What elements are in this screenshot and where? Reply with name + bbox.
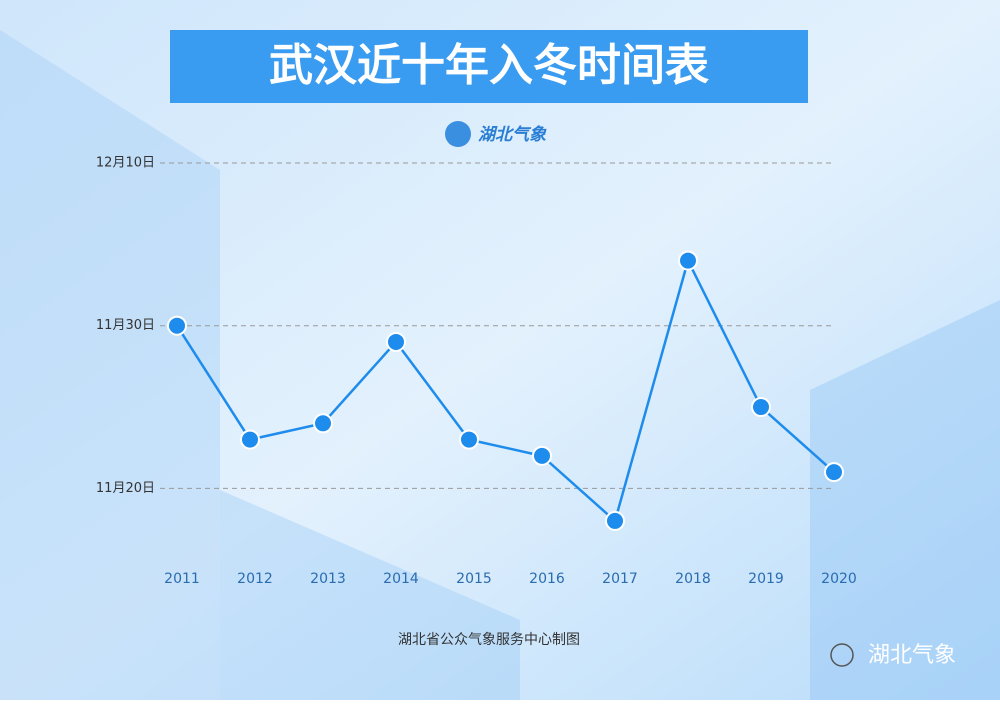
x-tick-label: 2011 xyxy=(164,571,200,587)
decor xyxy=(220,490,520,700)
y-tick-label: 12月10日 xyxy=(96,156,155,171)
point xyxy=(240,429,260,450)
watermark: 湖北气象 xyxy=(868,643,956,668)
source-note: 湖北省公众气象服务中心制图 xyxy=(398,632,580,648)
decor xyxy=(810,300,1000,700)
chart-title: 武汉近十年入冬时间表 xyxy=(269,40,709,91)
point xyxy=(678,250,698,271)
wechat-icon xyxy=(830,643,854,667)
decor xyxy=(0,30,220,700)
point xyxy=(459,429,479,450)
point xyxy=(313,413,333,434)
y-tick-label: 11月20日 xyxy=(96,481,155,496)
point xyxy=(167,315,187,336)
x-tick-label: 2017 xyxy=(602,571,638,587)
point xyxy=(605,510,625,531)
logo-icon xyxy=(445,121,471,147)
y-tick-label: 11月30日 xyxy=(96,318,155,333)
x-tick-label: 2016 xyxy=(529,571,565,587)
x-tick-label: 2020 xyxy=(821,571,857,587)
x-tick-label: 2015 xyxy=(456,571,492,587)
point xyxy=(532,445,552,466)
title-banner xyxy=(170,30,808,103)
logo-text: 湖北气象 xyxy=(478,125,547,145)
line xyxy=(175,257,835,524)
x-tick-label: 2014 xyxy=(383,571,419,587)
point xyxy=(824,462,844,483)
x-tick-label: 2019 xyxy=(748,571,784,587)
point xyxy=(386,331,406,352)
point xyxy=(751,397,771,418)
x-tick-label: 2012 xyxy=(237,571,273,587)
x-tick-label: 2018 xyxy=(675,571,711,587)
x-tick-label: 2013 xyxy=(310,571,346,587)
